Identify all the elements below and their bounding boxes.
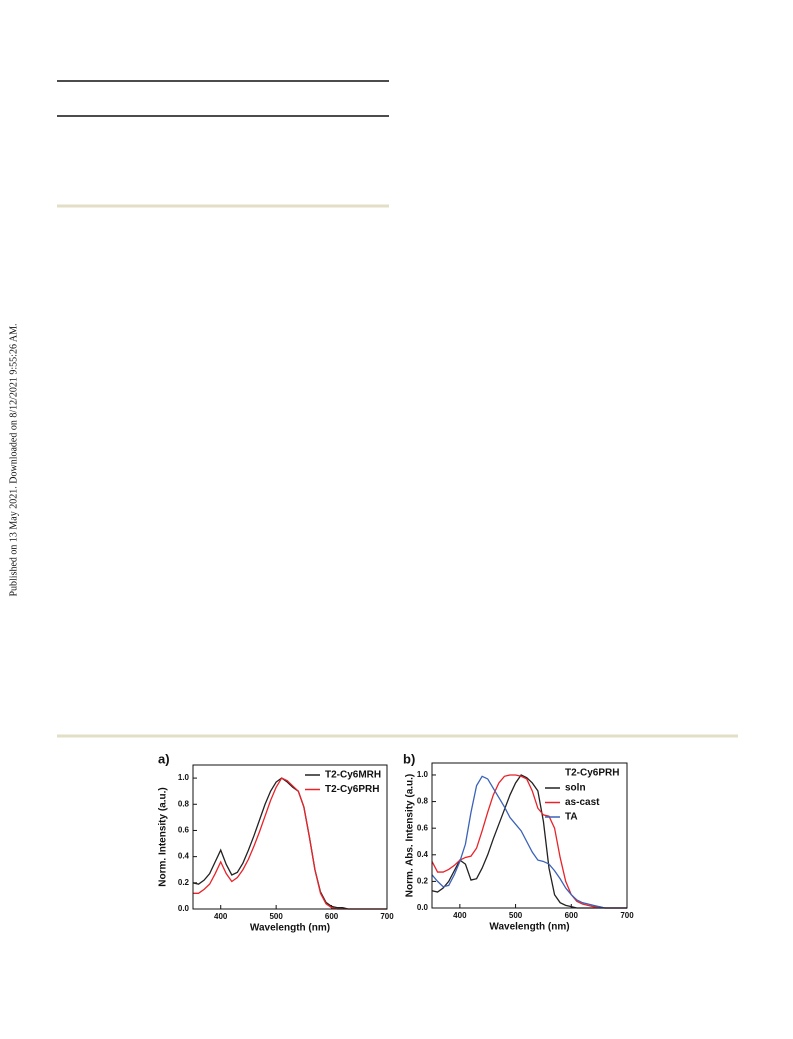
y-tick-label: 0.8 bbox=[178, 799, 190, 808]
legend-label: TA bbox=[565, 812, 578, 823]
panel-label: a) bbox=[158, 751, 170, 766]
legend-label: as-cast bbox=[565, 797, 600, 808]
y-tick-label: 0.4 bbox=[178, 852, 190, 861]
data-line bbox=[192, 777, 387, 910]
x-tick-label: 700 bbox=[380, 912, 394, 921]
data-line bbox=[431, 774, 627, 909]
side-note: Published on 13 May 2021. Downloaded on … bbox=[8, 323, 19, 596]
x-tick-label: 400 bbox=[214, 912, 228, 921]
y-tick-label: 0.8 bbox=[417, 797, 429, 806]
y-tick-label: 0.6 bbox=[178, 826, 190, 835]
x-tick-label: 600 bbox=[565, 911, 579, 920]
x-tick-label: 700 bbox=[620, 911, 634, 920]
legend-label: T2-Cy6MRH bbox=[325, 770, 381, 781]
y-tick-label: 0.0 bbox=[178, 904, 190, 913]
x-tick-label: 500 bbox=[269, 912, 283, 921]
data-line bbox=[431, 774, 627, 909]
y-axis-label: Norm. Abs. Intensity (a.u.) bbox=[405, 774, 416, 898]
y-axis-label: Norm. Intensity (a.u.) bbox=[158, 787, 169, 886]
x-tick-label: 400 bbox=[453, 911, 467, 920]
y-tick-label: 0.2 bbox=[178, 878, 190, 887]
y-tick-label: 1.0 bbox=[417, 770, 429, 779]
x-tick-label: 500 bbox=[509, 911, 523, 920]
panel-label: b) bbox=[403, 751, 415, 766]
data-line bbox=[431, 775, 627, 909]
plot-frame bbox=[192, 764, 388, 910]
legend-label: T2-Cy6PRH bbox=[325, 784, 379, 795]
x-axis-label: Wavelength (nm) bbox=[489, 922, 569, 933]
x-axis-label: Wavelength (nm) bbox=[250, 923, 330, 934]
legend-title: T2-Cy6PRH bbox=[565, 768, 619, 779]
y-tick-label: 1.0 bbox=[178, 773, 190, 782]
x-tick-label: 600 bbox=[325, 912, 339, 921]
legend-label: soln bbox=[565, 783, 586, 794]
data-line bbox=[193, 777, 387, 910]
y-tick-label: 0.4 bbox=[417, 850, 429, 859]
plot-frame bbox=[431, 762, 628, 909]
y-tick-label: 0.0 bbox=[417, 903, 429, 912]
y-tick-label: 0.2 bbox=[417, 877, 429, 886]
y-tick-label: 0.6 bbox=[417, 823, 429, 832]
